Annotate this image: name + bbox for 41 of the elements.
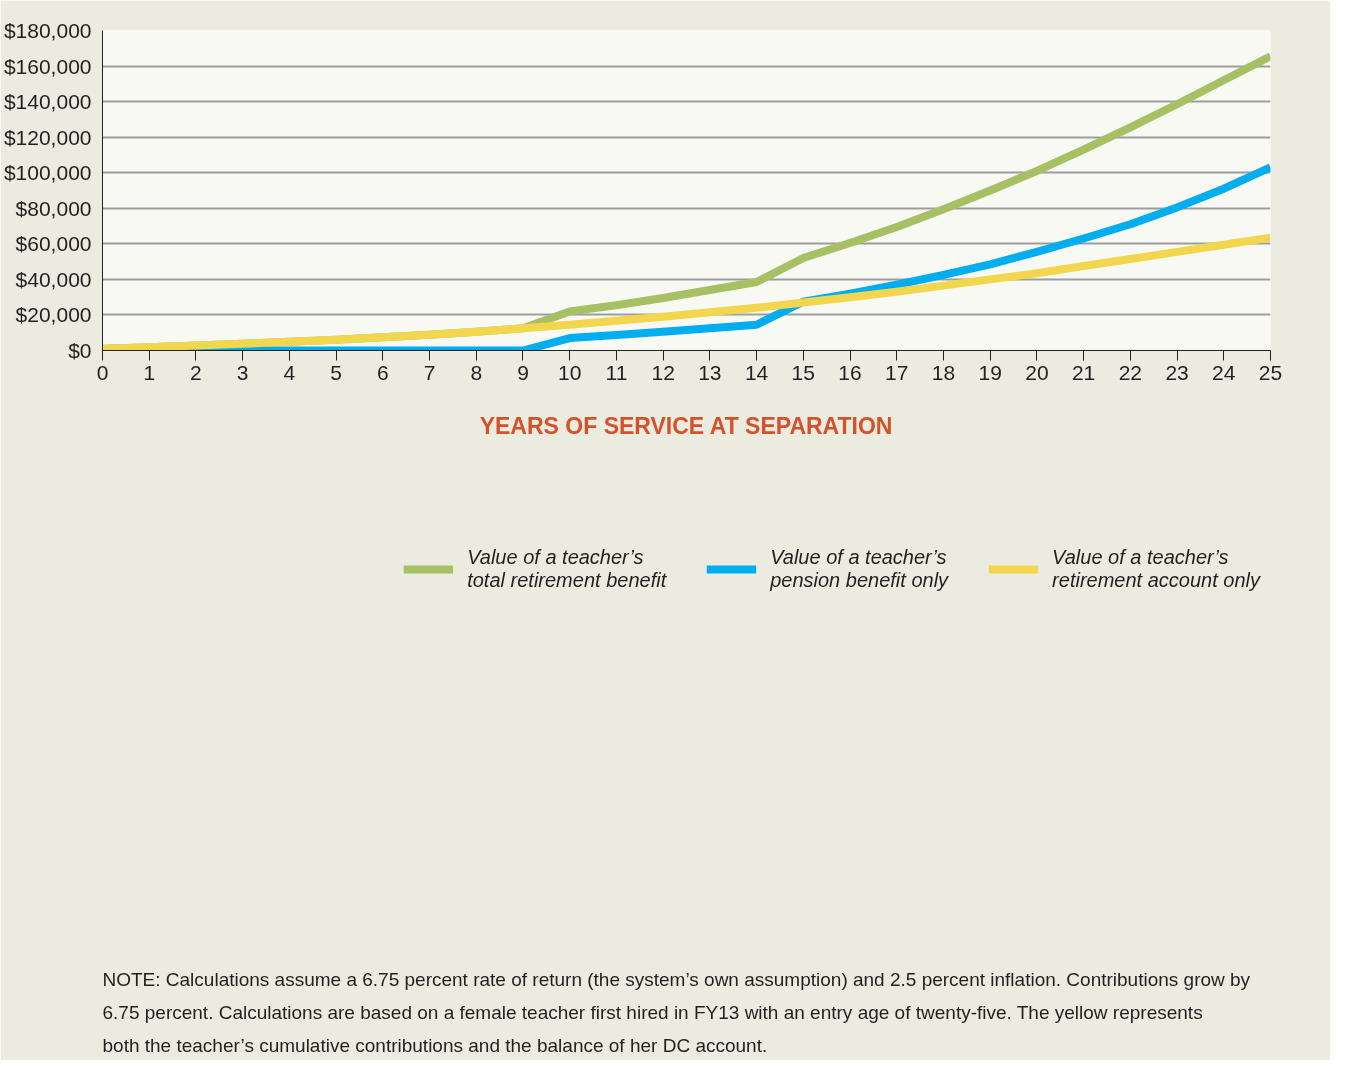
y-tick-label: $40,000 bbox=[15, 267, 92, 291]
legend-label: Value of a teacher’s total retirement benefit bbox=[467, 545, 667, 592]
x-tick-label: 4 bbox=[283, 360, 296, 384]
x-tick-label: 3 bbox=[236, 360, 249, 384]
x-tick-label: 22 bbox=[1118, 360, 1143, 384]
x-axis-title: YEARS OF SERVICE AT SEPARATION bbox=[479, 412, 893, 439]
y-tick-label: $80,000 bbox=[15, 196, 92, 220]
x-tick-label: 11 bbox=[605, 360, 628, 384]
x-tick-label: 17 bbox=[885, 360, 909, 384]
y-tick-label: $60,000 bbox=[15, 232, 92, 256]
x-tick-label: 19 bbox=[978, 360, 1002, 384]
x-tick-label: 7 bbox=[423, 360, 436, 384]
y-tick-label: $0 bbox=[68, 339, 92, 362]
y-tick-label: $120,000 bbox=[3, 125, 92, 149]
y-tick-label: $100,000 bbox=[3, 161, 92, 185]
x-tick-label: 2 bbox=[190, 360, 202, 384]
x-tick-label: 1 bbox=[143, 360, 156, 384]
x-tick-label: 20 bbox=[1025, 360, 1049, 384]
legend-label: Value of a teacher’s pension benefit only bbox=[770, 545, 949, 592]
x-tick-label: 15 bbox=[791, 360, 815, 384]
x-tick-label: 21 bbox=[1071, 360, 1096, 384]
x-tick-label: 24 bbox=[1212, 360, 1236, 384]
x-tick-label: 8 bbox=[470, 360, 483, 384]
x-tick-label: 5 bbox=[330, 360, 342, 384]
x-tick-label: 12 bbox=[651, 360, 675, 384]
x-tick-label: 25 bbox=[1258, 360, 1283, 384]
x-tick-label: 13 bbox=[698, 360, 722, 384]
x-tick-label: 6 bbox=[376, 360, 389, 384]
x-tick-label: 14 bbox=[744, 360, 769, 384]
x-tick-label: 0 bbox=[96, 360, 109, 384]
x-tick-label: 18 bbox=[931, 360, 956, 384]
y-tick-label: $180,000 bbox=[3, 19, 92, 42]
y-tick-label: $20,000 bbox=[15, 303, 92, 327]
x-tick-label: 16 bbox=[838, 360, 862, 384]
x-tick-label: 10 bbox=[558, 360, 582, 384]
x-tick-label: 9 bbox=[517, 360, 529, 384]
legend-label: Value of a teacher’s retirement account only bbox=[1052, 545, 1260, 592]
y-tick-label: $160,000 bbox=[3, 54, 92, 78]
y-tick-label: $140,000 bbox=[3, 90, 92, 114]
x-tick-label: 23 bbox=[1165, 360, 1189, 384]
text: NOTE: Calculations assume a 6.75 percent rate of return (the system’s own assumption) and 2.5 percent inflation. Contributions grow by 6.75 percent. Calculations are based on a female teacher first hired in FY13 with an entry age of twenty-five. The yellow represents both the teacher’s cumulative contributions and the balance of her DC account. bbox=[102, 968, 1251, 1056]
